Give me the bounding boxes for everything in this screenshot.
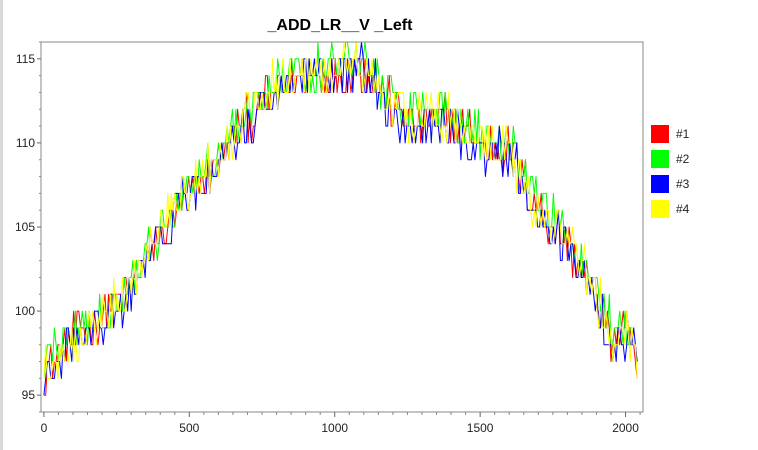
x-tick-label: 1500 bbox=[467, 421, 494, 435]
y-tick-label: 95 bbox=[22, 388, 36, 402]
axis-layer: 95 100 105 110 115 0 500 1000 1500 2000 bbox=[15, 41, 641, 435]
y-tick-label: 115 bbox=[16, 52, 35, 66]
series-line-3 bbox=[43, 41, 638, 396]
chart-title: _ADD_LR__V _Left bbox=[267, 17, 414, 34]
legend-swatch-1 bbox=[651, 124, 669, 143]
y-tick-label: 110 bbox=[16, 136, 35, 150]
window-edge bbox=[0, 0, 3, 450]
legend-label-2: #2 bbox=[676, 151, 690, 166]
legend-swatch-3 bbox=[651, 174, 669, 193]
x-tick-label: 0 bbox=[41, 421, 48, 435]
legend-item-2[interactable]: #2 bbox=[651, 146, 689, 171]
legend-item-4[interactable]: #4 bbox=[651, 196, 689, 221]
legend-swatch-2 bbox=[651, 149, 669, 168]
x-tick-label: 1000 bbox=[321, 421, 348, 435]
legend-swatch-4 bbox=[651, 199, 669, 218]
legend: #1 #2 #3 #4 bbox=[651, 121, 689, 221]
series-layer bbox=[43, 41, 638, 396]
y-tick-label: 105 bbox=[15, 220, 35, 234]
legend-label-1: #1 bbox=[676, 126, 690, 141]
x-tick-label: 2000 bbox=[612, 421, 639, 435]
legend-item-3[interactable]: #3 bbox=[651, 171, 689, 196]
y-tick-label: 100 bbox=[15, 304, 35, 318]
legend-item-1[interactable]: #1 bbox=[651, 121, 689, 146]
x-tick-label: 500 bbox=[179, 421, 199, 435]
legend-label-3: #3 bbox=[676, 176, 690, 191]
series-line-4 bbox=[43, 41, 638, 379]
legend-label-4: #4 bbox=[676, 201, 690, 216]
